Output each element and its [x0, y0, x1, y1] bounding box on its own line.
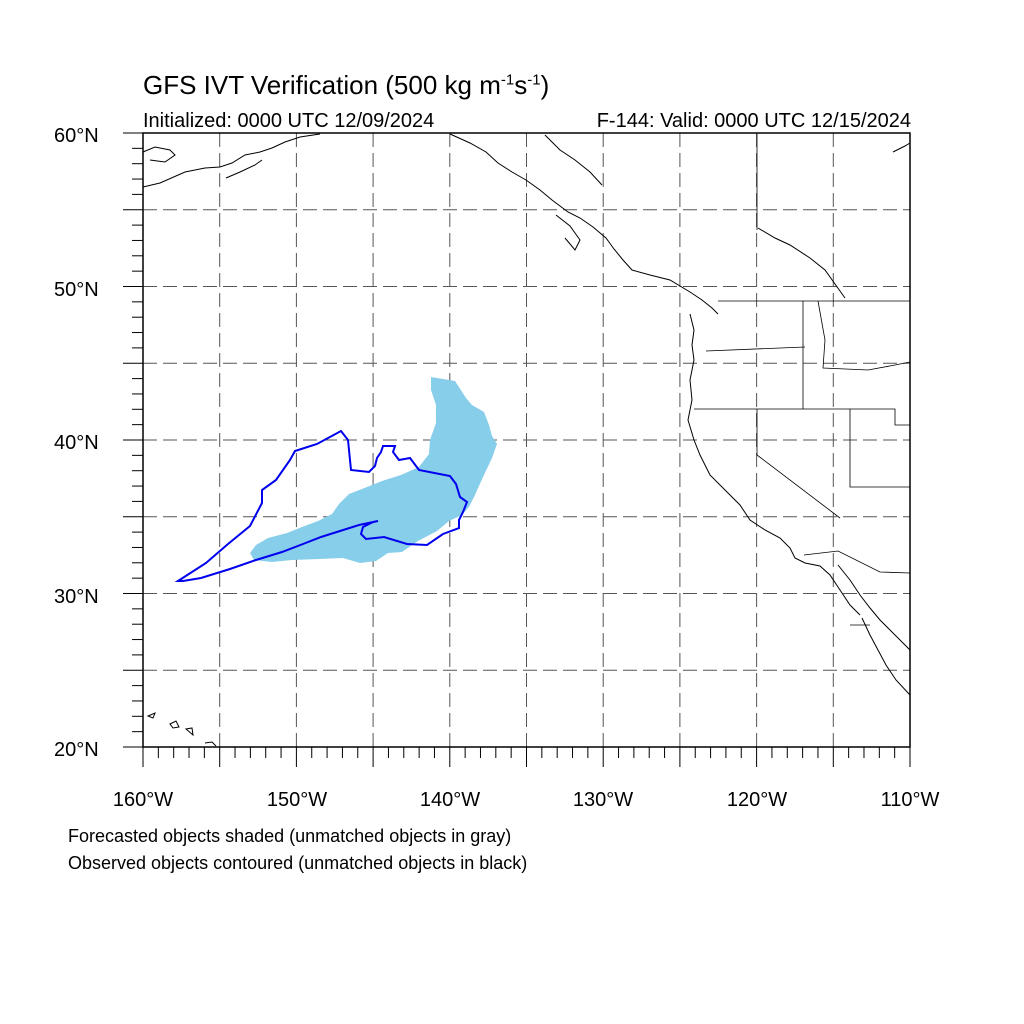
political-borders: [694, 134, 911, 626]
map-grid: [143, 133, 910, 747]
map-title: GFS IVT Verification (500 kg m-1s-1): [143, 70, 550, 100]
lon-label-120w: 120°W: [727, 789, 787, 811]
lat-label-50: 50°N: [54, 279, 99, 301]
lon-label-160w: 160°W: [113, 789, 173, 811]
lat-label-20: 20°N: [54, 739, 99, 761]
initialized-time: Initialized: 0000 UTC 12/09/2024: [143, 110, 435, 132]
observed-object-contour: [174, 429, 469, 582]
lat-label-40: 40°N: [54, 432, 99, 454]
map-frame: [142, 132, 911, 748]
lon-label-150w: 150°W: [267, 789, 327, 811]
lat-label-60: 60°N: [54, 125, 99, 147]
lat-label-30: 30°N: [54, 586, 99, 608]
forecast-object: [250, 377, 497, 563]
lon-label-110w: 110°W: [881, 789, 940, 811]
valid-time: F-144: Valid: 0000 UTC 12/15/2024: [596, 110, 911, 132]
observed-note: Observed objects contoured (unmatched ob…: [68, 853, 528, 873]
forecast-note: Forecasted objects shaded (unmatched obj…: [68, 826, 512, 846]
lon-label-130w: 130°W: [573, 789, 633, 811]
lon-label-140w: 140°W: [420, 789, 480, 811]
map-ticks: [123, 132, 911, 767]
coastlines: [142, 133, 911, 747]
